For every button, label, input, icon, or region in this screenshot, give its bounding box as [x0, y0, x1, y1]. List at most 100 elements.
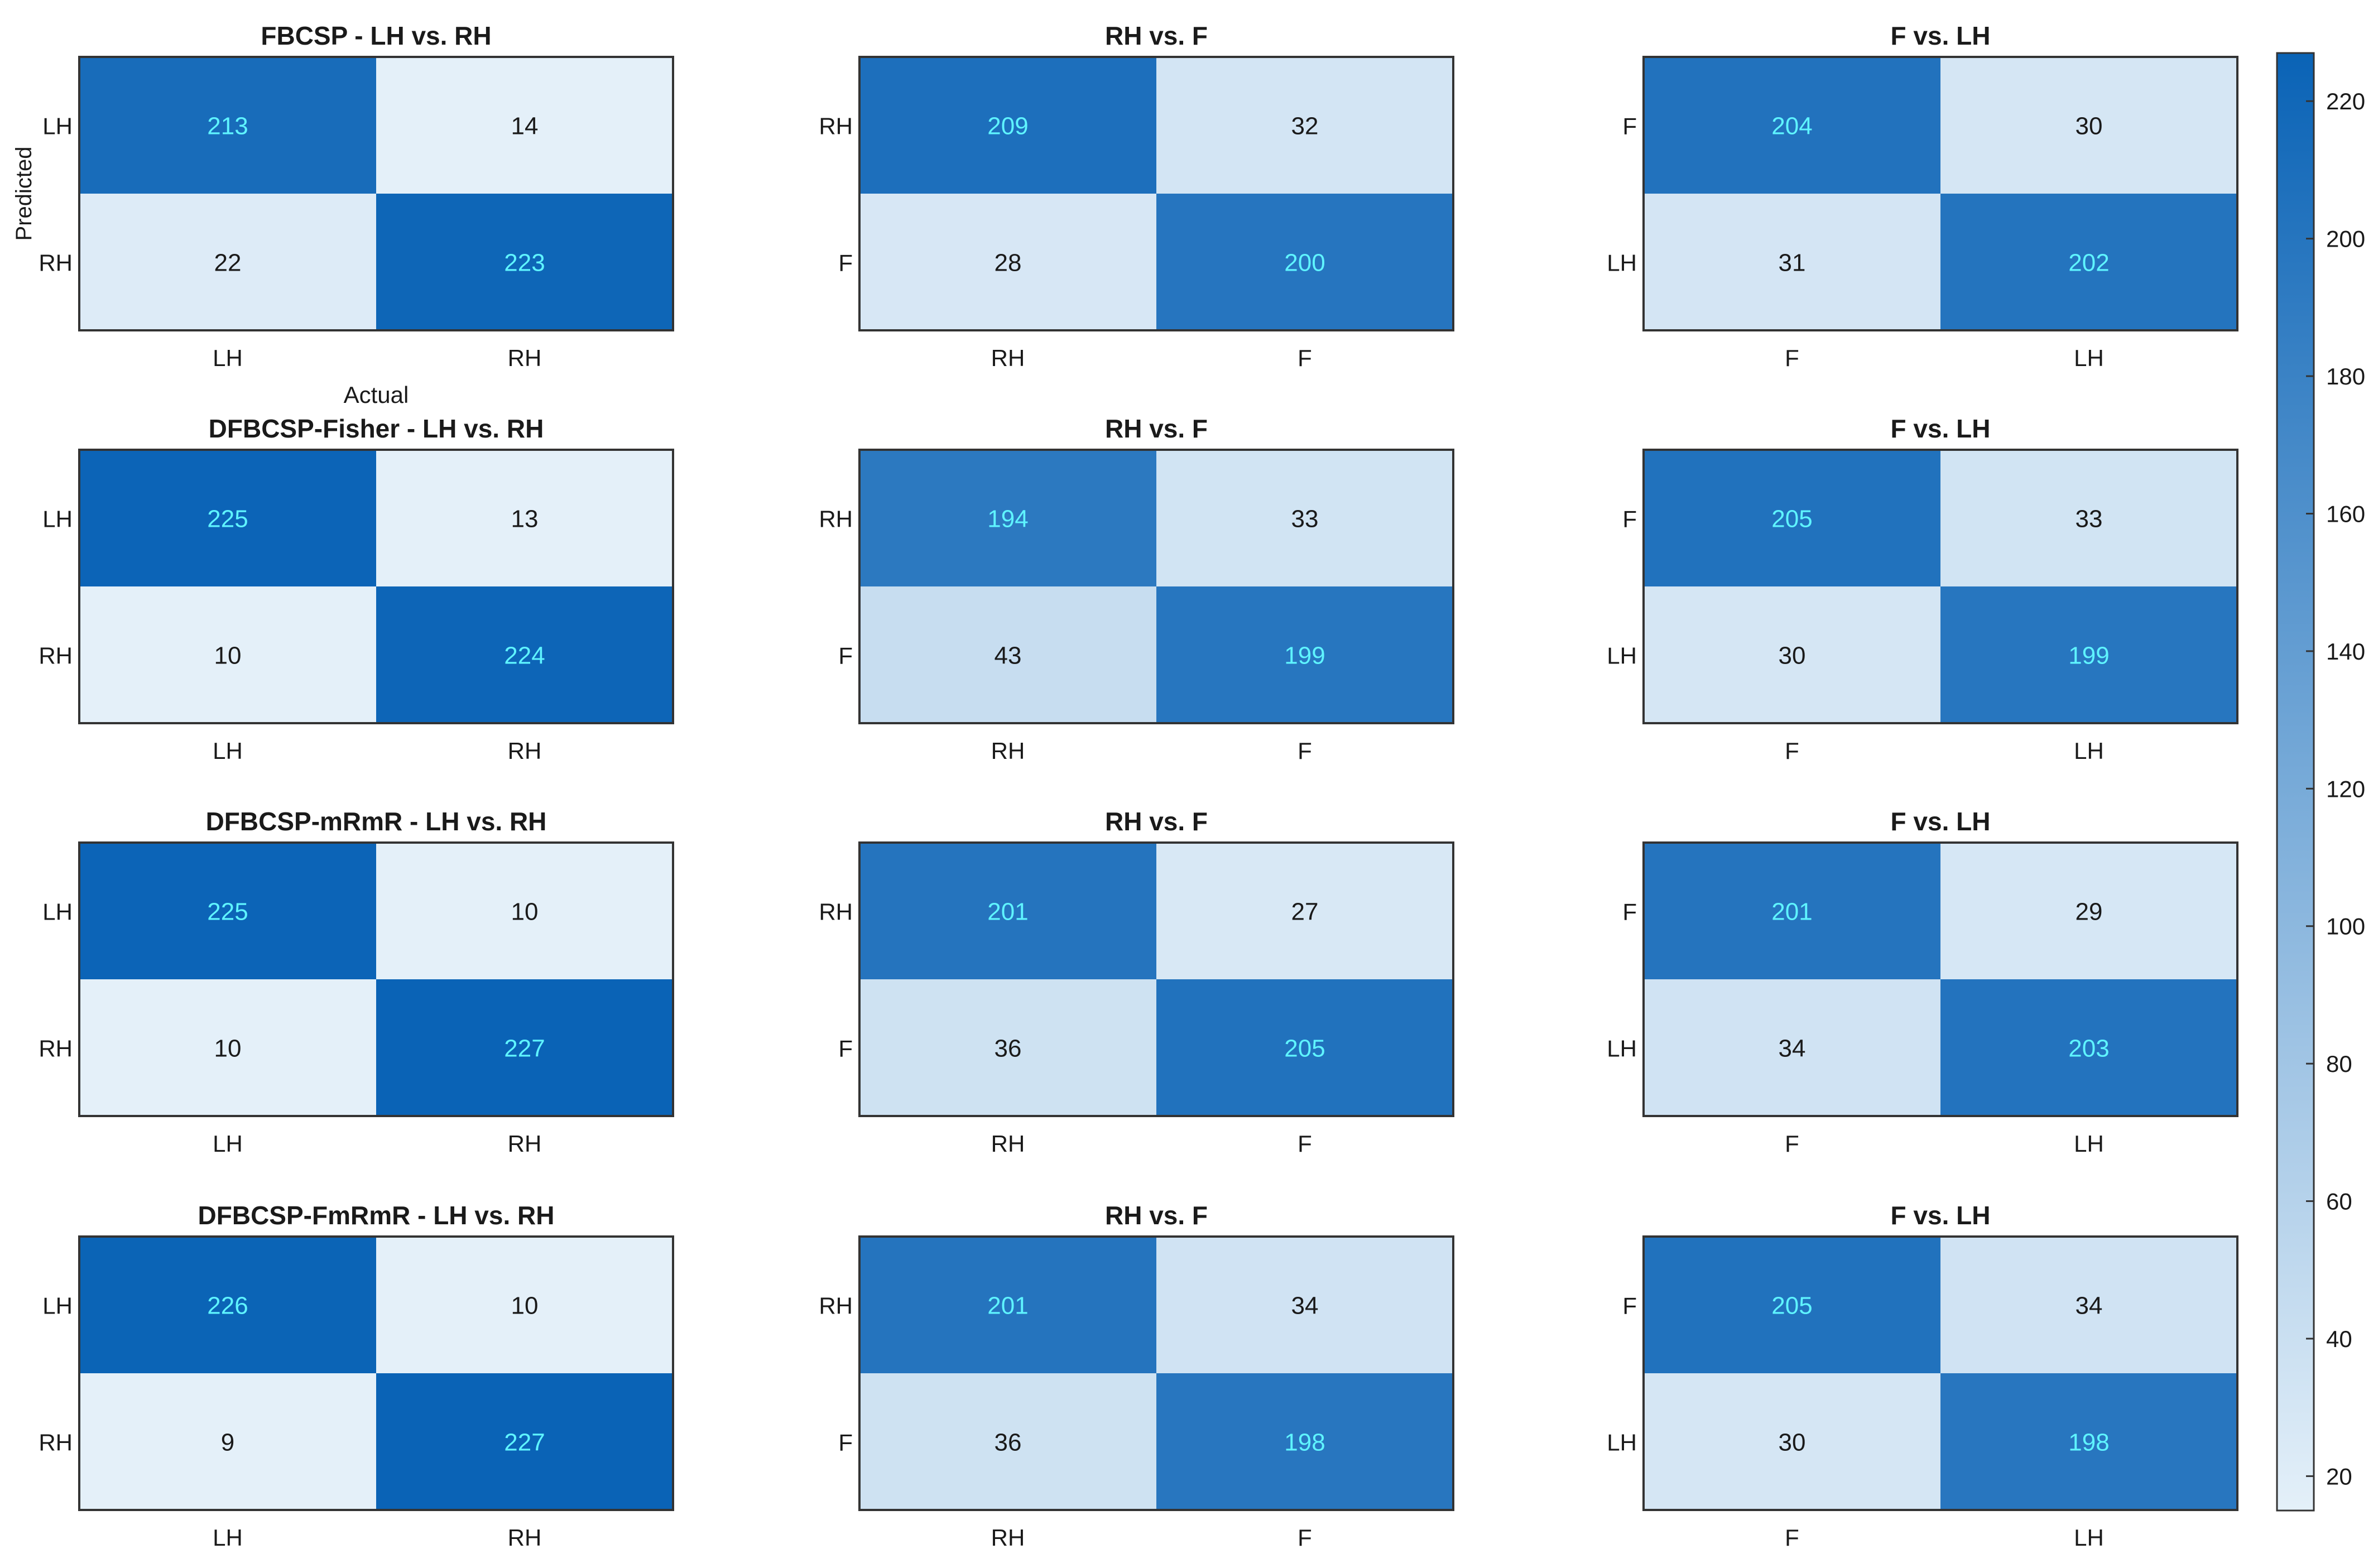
colorbar-tick-label: 80 [2326, 1051, 2352, 1077]
matrix-cell [859, 194, 1156, 330]
matrix-cell [1940, 843, 2237, 979]
matrix-cell [376, 586, 673, 723]
matrix-cell [376, 450, 673, 586]
column-label: LH [2074, 1131, 2104, 1157]
cell-value-label: 226 [207, 1292, 248, 1320]
row-label: F [1622, 899, 1637, 925]
colorbar-tick-label: 60 [2326, 1189, 2352, 1215]
cell-value-label: 205 [1771, 506, 1812, 533]
matrix-border [858, 56, 1454, 331]
cell-value-label: 10 [511, 898, 539, 926]
panel-title: DFBCSP-Fisher - LH vs. RH [209, 414, 544, 443]
cell-value-label: 202 [2068, 249, 2109, 277]
row-label: LH [1607, 250, 1637, 276]
cell-value-label: 34 [2076, 1292, 2103, 1320]
confusion-panel: RH vs. F 194 33 43 199 RH F RH F [819, 414, 1454, 764]
cell-value-label: 10 [214, 1035, 242, 1062]
cell-value-label: 227 [504, 1035, 545, 1062]
matrix-border [858, 449, 1454, 724]
row-label: F [1622, 506, 1637, 532]
cell-value-label: 201 [1771, 898, 1812, 926]
confusion-panel: RH vs. F 201 34 36 198 RH F RH F [819, 1201, 1454, 1551]
matrix-cell [1156, 57, 1453, 194]
cell-value-label: 205 [1284, 1035, 1325, 1062]
cell-value-label: 223 [504, 249, 545, 277]
cell-value-label: 34 [1291, 1292, 1319, 1320]
cell-value-label: 30 [2076, 113, 2103, 140]
cell-value-label: 205 [1771, 1292, 1812, 1320]
cell-value-label: 201 [987, 1292, 1028, 1320]
matrix-cell [1156, 979, 1453, 1116]
matrix-cell [79, 586, 376, 723]
cell-value-label: 200 [1284, 249, 1325, 277]
cell-value-label: 225 [207, 898, 248, 926]
matrix-cell [79, 57, 376, 194]
cell-value-label: 33 [1291, 506, 1319, 533]
colorbar-scale [2276, 52, 2315, 1512]
panel-title: DFBCSP-FmRmR - LH vs. RH [198, 1201, 555, 1230]
matrix-border [78, 1235, 674, 1511]
matrix-cell [1644, 979, 1940, 1116]
column-label: F [1785, 1131, 1799, 1157]
matrix-cell [79, 1237, 376, 1373]
matrix-border [78, 841, 674, 1117]
matrix-cell [376, 979, 673, 1116]
matrix-cell [79, 194, 376, 330]
column-label: F [1298, 738, 1312, 764]
confusion-panel: F vs. LH 205 33 30 199 F LH F LH [1607, 414, 2238, 764]
matrix-cell [376, 843, 673, 979]
matrix-cell [1644, 57, 1940, 194]
cell-value-label: 29 [2076, 898, 2103, 926]
cell-value-label: 34 [1779, 1035, 1806, 1062]
row-label: LH [42, 506, 73, 532]
matrix-cell [859, 450, 1156, 586]
matrix-cell [859, 57, 1156, 194]
matrix-cell [1156, 450, 1453, 586]
row-label: LH [42, 899, 73, 925]
matrix-cell [79, 979, 376, 1116]
colorbar-tick-label: 100 [2326, 913, 2365, 940]
confusion-panel: F vs. LH 201 29 34 203 F LH F LH [1607, 807, 2238, 1157]
matrix-cell [859, 1373, 1156, 1510]
matrix-cell [859, 1237, 1156, 1373]
matrix-cell [79, 843, 376, 979]
matrix-cell [859, 979, 1156, 1116]
cell-value-label: 225 [207, 506, 248, 533]
colorbar-tick-label: 160 [2326, 501, 2365, 527]
column-label: LH [213, 1131, 243, 1157]
colorbar-tick-label: 120 [2326, 776, 2365, 802]
colorbar-tick-label: 180 [2326, 363, 2365, 389]
cell-value-label: 28 [995, 249, 1022, 277]
column-label: F [1785, 1524, 1799, 1551]
row-label: RH [39, 1036, 73, 1062]
matrix-cell [1940, 194, 2237, 330]
matrix-border [1642, 449, 2238, 724]
cell-value-label: 10 [511, 1292, 539, 1320]
matrix-cell [79, 1373, 376, 1510]
row-label: LH [42, 1293, 73, 1319]
row-label: F [838, 1036, 853, 1062]
panel-title: FBCSP - LH vs. RH [261, 21, 491, 50]
column-label: F [1785, 738, 1799, 764]
cell-value-label: 209 [987, 113, 1028, 140]
cell-value-label: 32 [1291, 113, 1319, 140]
cell-value-label: 36 [995, 1035, 1022, 1062]
colorbar-tick-label: 200 [2326, 226, 2365, 252]
matrix-cell [79, 450, 376, 586]
row-label: RH [39, 250, 73, 276]
row-label: LH [1607, 643, 1637, 669]
matrix-cell [1156, 843, 1453, 979]
matrix-border [858, 841, 1454, 1117]
cell-value-label: 14 [511, 113, 539, 140]
colorbar-tick-label: 220 [2326, 88, 2365, 114]
column-label: RH [508, 1131, 542, 1157]
column-label: F [1298, 1524, 1312, 1551]
cell-value-label: 31 [1779, 249, 1806, 277]
matrix-cell [376, 194, 673, 330]
matrix-border [858, 1235, 1454, 1511]
confusion-panel: RH vs. F 209 32 28 200 RH F RH F [819, 21, 1454, 371]
matrix-cell [1156, 1373, 1453, 1510]
cell-value-label: 27 [1291, 898, 1319, 926]
matrix-cell [1644, 586, 1940, 723]
